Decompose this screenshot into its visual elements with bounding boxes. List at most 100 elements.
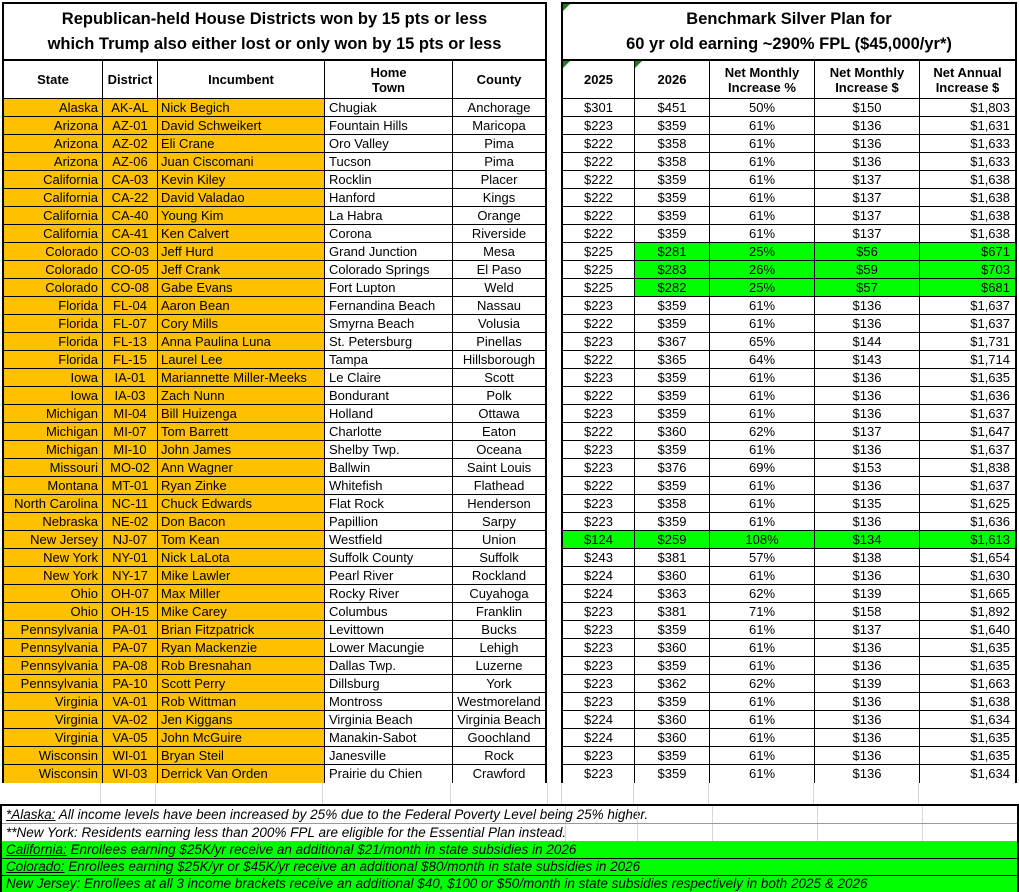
cell-net-annual-increase-usd[interactable]: $1,631 bbox=[920, 117, 1015, 135]
cell-state[interactable]: Michigan bbox=[4, 405, 103, 423]
cell-incumbent[interactable]: Derrick Van Orden bbox=[158, 765, 325, 783]
cell-state[interactable]: California bbox=[4, 225, 103, 243]
cell-district[interactable]: CA-41 bbox=[103, 225, 158, 243]
cell-home-town[interactable]: Westfield bbox=[325, 531, 453, 549]
cell-home-town[interactable]: Bondurant bbox=[325, 387, 453, 405]
cell-net-monthly-increase-usd[interactable]: $136 bbox=[815, 315, 920, 333]
cell-net-annual-increase-usd[interactable]: $1,635 bbox=[920, 729, 1015, 747]
cell-incumbent[interactable]: Max Miller bbox=[158, 585, 325, 603]
cell-incumbent[interactable]: Ann Wagner bbox=[158, 459, 325, 477]
cell-net-monthly-increase-usd[interactable]: $137 bbox=[815, 171, 920, 189]
cell-state[interactable]: Nebraska bbox=[4, 513, 103, 531]
cell-county[interactable]: Ottawa bbox=[453, 405, 545, 423]
cell-county[interactable]: Eaton bbox=[453, 423, 545, 441]
cell-county[interactable]: Polk bbox=[453, 387, 545, 405]
cell-home-town[interactable]: Rocklin bbox=[325, 171, 453, 189]
cell-net-monthly-increase-usd[interactable]: $136 bbox=[815, 297, 920, 315]
cell-net-monthly-increase-usd[interactable]: $136 bbox=[815, 117, 920, 135]
cell-home-town[interactable]: Janesville bbox=[325, 747, 453, 765]
cell-net-monthly-increase-pct[interactable]: 61% bbox=[710, 693, 815, 711]
cell-district[interactable]: PA-08 bbox=[103, 657, 158, 675]
cell-county[interactable]: Riverside bbox=[453, 225, 545, 243]
cell-incumbent[interactable]: Young Kim bbox=[158, 207, 325, 225]
cell-net-monthly-increase-pct[interactable]: 61% bbox=[710, 189, 815, 207]
cell-2025-premium[interactable]: $222 bbox=[563, 171, 635, 189]
cell-net-annual-increase-usd[interactable]: $1,634 bbox=[970, 766, 1010, 781]
cell-net-monthly-increase-pct[interactable]: 61% bbox=[710, 729, 815, 747]
cell-net-annual-increase-usd[interactable]: $1,635 bbox=[920, 747, 1015, 765]
cell-county[interactable]: Orange bbox=[453, 207, 545, 225]
cell-district[interactable]: CA-03 bbox=[103, 171, 158, 189]
cell-home-town[interactable]: Corona bbox=[325, 225, 453, 243]
cell-incumbent[interactable]: Mariannette Miller-Meeks bbox=[158, 369, 325, 387]
cell-net-monthly-increase-pct[interactable]: 25% bbox=[710, 243, 815, 261]
cell-net-annual-increase-usd[interactable]: $1,638 bbox=[920, 693, 1015, 711]
cell-net-monthly-increase-pct[interactable]: 62% bbox=[710, 423, 815, 441]
cell-net-annual-increase-usd[interactable]: $1,633 bbox=[920, 153, 1015, 171]
cell-county[interactable]: Weld bbox=[453, 279, 545, 297]
cell-2026-premium[interactable]: $365 bbox=[635, 351, 710, 369]
cell-incumbent[interactable]: Chuck Edwards bbox=[158, 495, 325, 513]
cell-2025-premium[interactable]: $223 bbox=[563, 657, 635, 675]
cell-2025-premium[interactable]: $224 bbox=[563, 567, 635, 585]
header-home-town[interactable]: Home Town bbox=[325, 61, 453, 98]
cell-incumbent[interactable]: Jen Kiggans bbox=[158, 711, 325, 729]
cell-home-town[interactable]: Fountain Hills bbox=[325, 117, 453, 135]
cell-incumbent[interactable]: Bryan Steil bbox=[158, 747, 325, 765]
cell-state[interactable]: Ohio bbox=[4, 603, 103, 621]
cell-2025-premium[interactable]: $223 bbox=[563, 117, 635, 135]
cell-net-monthly-increase-pct[interactable]: 61% bbox=[710, 117, 815, 135]
cell-state[interactable]: Florida bbox=[4, 297, 103, 315]
cell-district[interactable]: PA-01 bbox=[103, 621, 158, 639]
cell-incumbent[interactable]: John McGuire bbox=[158, 729, 325, 747]
cell-incumbent[interactable]: Juan Ciscomani bbox=[158, 153, 325, 171]
cell-state[interactable]: Pennsylvania bbox=[4, 675, 103, 693]
cell-county[interactable]: Cuyahoga bbox=[453, 585, 545, 603]
cell-home-town[interactable]: Virginia Beach bbox=[325, 711, 453, 729]
header-district[interactable]: District bbox=[103, 61, 158, 98]
cell-home-town[interactable]: Tucson bbox=[325, 153, 453, 171]
cell-state[interactable]: Montana bbox=[4, 477, 103, 495]
cell-state[interactable]: Colorado bbox=[4, 261, 103, 279]
cell-state[interactable]: Michigan bbox=[4, 441, 103, 459]
cell-2025-premium[interactable]: $223 bbox=[563, 297, 635, 315]
cell-district[interactable]: IA-01 bbox=[103, 369, 158, 387]
cell-net-monthly-increase-pct[interactable]: 61% bbox=[710, 297, 815, 315]
cell-2026-premium[interactable]: $281 bbox=[635, 243, 710, 261]
cell-2026-premium[interactable]: $282 bbox=[635, 279, 710, 297]
cell-net-annual-increase-usd[interactable]: $1,637 bbox=[920, 315, 1015, 333]
cell-net-monthly-increase-pct[interactable]: 61% bbox=[710, 369, 815, 387]
cell-home-town[interactable]: Rocky River bbox=[325, 585, 453, 603]
cell-net-monthly-increase-usd[interactable]: $153 bbox=[815, 459, 920, 477]
cell-district[interactable]: FL-04 bbox=[103, 297, 158, 315]
cell-2025-premium[interactable]: $222 bbox=[563, 477, 635, 495]
cell-net-annual-increase-usd[interactable]: $1,637 bbox=[920, 477, 1015, 495]
cell-home-town[interactable]: Hanford bbox=[325, 189, 453, 207]
cell-home-town[interactable]: Papillion bbox=[325, 513, 453, 531]
cell-net-annual-increase-usd[interactable]: $1,714 bbox=[920, 351, 1015, 369]
cell-district[interactable]: CO-05 bbox=[103, 261, 158, 279]
cell-net-annual-increase-usd[interactable]: $1,635 bbox=[920, 639, 1015, 657]
cell-2026-premium[interactable]: $359 bbox=[635, 513, 710, 531]
cell-home-town[interactable]: Prairie du Chien bbox=[325, 765, 453, 783]
cell-state[interactable]: Missouri bbox=[4, 459, 103, 477]
cell-state[interactable]: Florida bbox=[4, 351, 103, 369]
cell-net-annual-increase-usd[interactable]: $1,892 bbox=[920, 603, 1015, 621]
cell-2026-premium[interactable]: $359 bbox=[635, 297, 710, 315]
cell-net-monthly-increase-pct[interactable]: 61% bbox=[710, 315, 815, 333]
cell-home-town[interactable]: Smyrna Beach bbox=[325, 315, 453, 333]
cell-2026-premium[interactable]: $360 bbox=[635, 729, 710, 747]
cell-county[interactable]: Pinellas bbox=[453, 333, 545, 351]
cell-incumbent[interactable]: Gabe Evans bbox=[158, 279, 325, 297]
cell-2025-premium[interactable]: $222 bbox=[563, 387, 635, 405]
cell-net-monthly-increase-usd[interactable]: $138 bbox=[815, 549, 920, 567]
cell-2025-premium[interactable]: $222 bbox=[563, 315, 635, 333]
cell-home-town[interactable]: Dillsburg bbox=[325, 675, 453, 693]
cell-net-monthly-increase-usd[interactable]: $59 bbox=[815, 261, 920, 279]
cell-state[interactable]: Iowa bbox=[4, 387, 103, 405]
cell-net-monthly-increase-pct[interactable]: 61% bbox=[710, 207, 815, 225]
cell-net-monthly-increase-pct[interactable]: 108% bbox=[710, 531, 815, 549]
cell-incumbent[interactable]: Aaron Bean bbox=[158, 297, 325, 315]
cell-net-annual-increase-usd[interactable]: $671 bbox=[920, 243, 1015, 261]
cell-net-annual-increase-usd[interactable]: $1,635 bbox=[920, 657, 1015, 675]
